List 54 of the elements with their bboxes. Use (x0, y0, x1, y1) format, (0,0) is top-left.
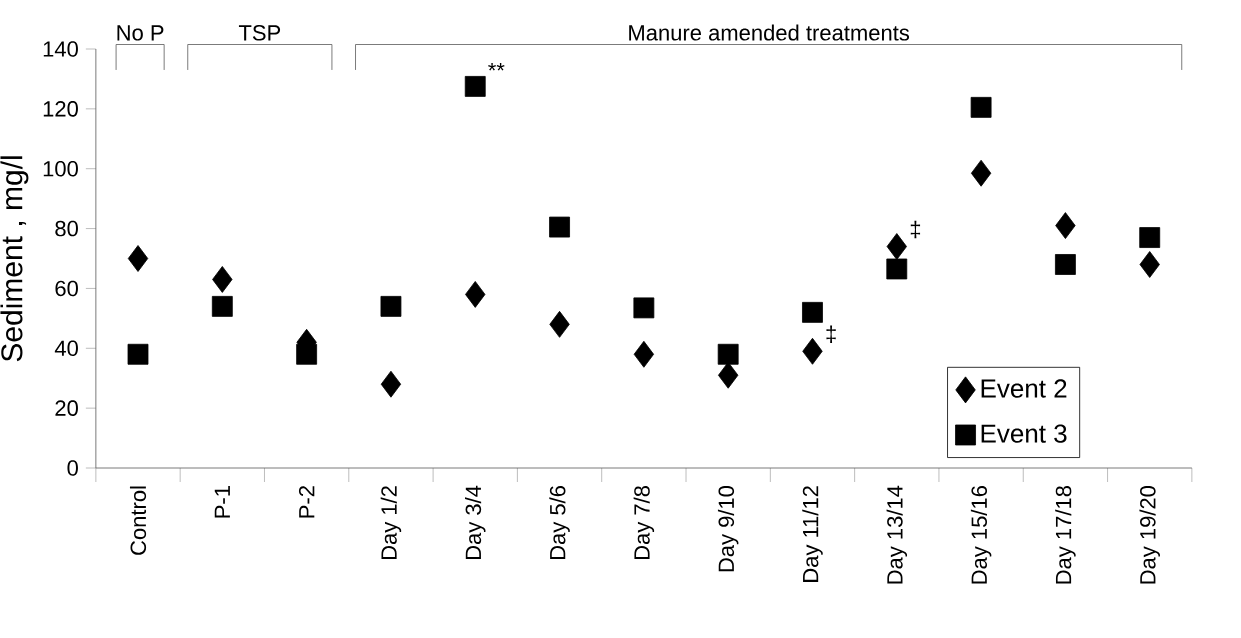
point (802, 337, 823, 365)
y-tick-label: 140 (43, 41, 78, 57)
x-tick-label: Day 5/6 (549, 486, 570, 560)
point (212, 266, 233, 293)
point (549, 310, 570, 338)
x-tick-label: Day 19/20 (1139, 485, 1160, 584)
annotation: ‡ (910, 220, 921, 239)
annotation: ** (488, 62, 505, 71)
point (1055, 212, 1076, 239)
point (380, 295, 402, 317)
point (296, 343, 318, 365)
x-tick-label: Day 15/16 (970, 486, 992, 584)
point (465, 281, 486, 308)
y-tick-label: 20 (55, 400, 78, 416)
point (970, 96, 992, 118)
point (380, 370, 402, 398)
point (464, 76, 486, 97)
y-tick-label: 80 (55, 220, 78, 237)
point (1055, 254, 1076, 275)
x-tick-label: P-1 (214, 486, 230, 518)
x-tick-label: Control (129, 486, 147, 555)
text: Manure amended treatments (629, 24, 910, 41)
y-tick-label: 40 (54, 340, 78, 357)
y-tick-label: 60 (55, 280, 78, 297)
point (549, 216, 570, 238)
legend-label: Event 2 (981, 379, 1067, 398)
annotation: ‡ (826, 325, 836, 343)
x-tick-label: Day 7/8 (633, 486, 655, 560)
point (127, 245, 149, 272)
legend-label: Event 3 (981, 424, 1067, 443)
point (970, 159, 992, 187)
point (1139, 251, 1160, 278)
x-tick-label: Day 1/2 (380, 486, 402, 560)
point (127, 343, 149, 365)
x-tick-label: Day 11/12 (802, 486, 823, 582)
y-tick-label: 0 (67, 460, 78, 476)
point (886, 233, 907, 260)
point (633, 340, 655, 368)
x-tick-label: Day 3/4 (465, 485, 486, 560)
x-tick-label: P-2 (298, 486, 315, 518)
text: No P (117, 25, 164, 41)
point (886, 258, 908, 280)
text: TSP (238, 25, 281, 41)
point (211, 295, 233, 317)
x-tick-label: Day 9/10 (717, 485, 739, 572)
point (717, 343, 739, 365)
y-tick-label: 100 (43, 160, 78, 177)
y-tick-label: 120 (43, 101, 78, 117)
point (802, 301, 823, 323)
x-tick-label: Day 13/14 (886, 485, 908, 584)
y-axis-title: Sediment , mg/l (0, 156, 29, 362)
point (1139, 227, 1161, 248)
x-tick-label: Day 17/18 (1055, 486, 1076, 584)
point (633, 297, 655, 319)
